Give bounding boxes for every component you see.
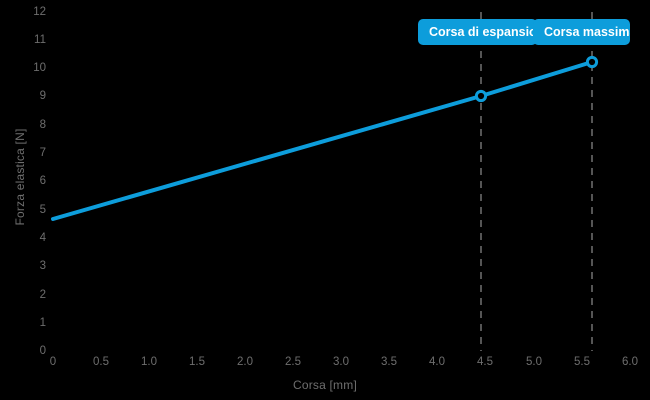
data-point-marker [474,89,488,103]
annotation-badge-corsa-di-espansione[interactable]: Corsa di espansione [418,19,537,45]
y-axis-label: Forza elastica [N] [13,128,27,226]
annotation-badge-corsa-massima[interactable]: Corsa massima [533,19,630,45]
data-point-marker [585,55,599,69]
series-line-forza-elastica [51,60,594,221]
x-axis-label: Corsa [mm] [292,378,357,392]
